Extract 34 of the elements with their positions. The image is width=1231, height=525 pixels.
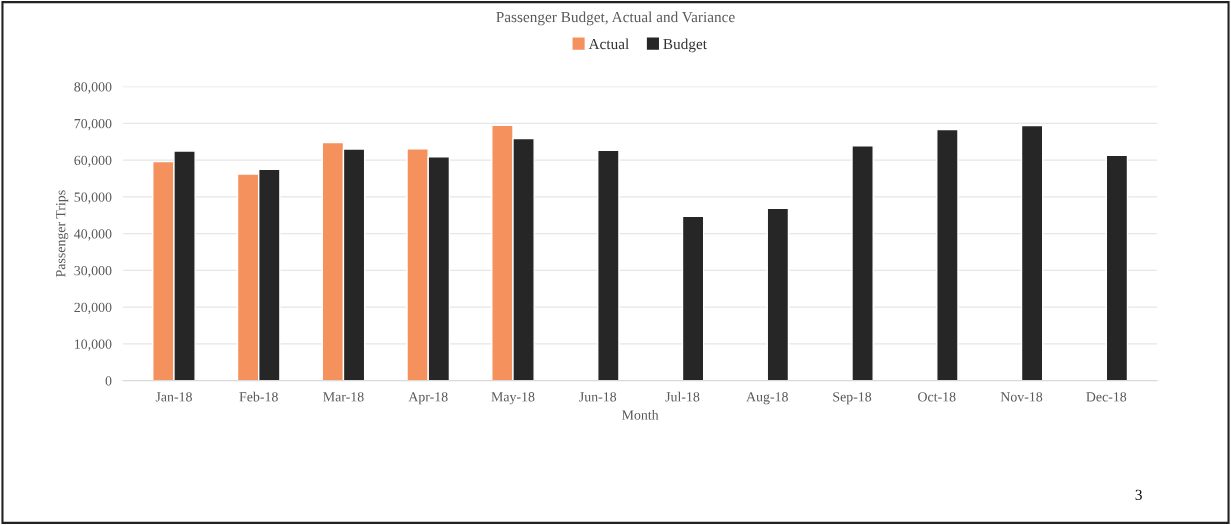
x-tick-label: May-18 [491,392,535,405]
y-axis-title: Passenger Trips [56,190,69,278]
bar [1105,154,1129,381]
x-tick-label: Feb-18 [239,391,278,402]
y-tick-label: 20,000 [74,302,112,315]
x-tick-label: Aug-18 [746,392,788,405]
x-tick-label: Oct-18 [918,392,956,402]
x-tick-label: Jan-18 [155,392,192,402]
y-tick-label: 40,000 [74,229,112,241]
y-tick-label: 80,000 [74,82,112,94]
x-tick-label: Nov-18 [1000,392,1043,402]
legend-label: Budget [663,38,707,53]
legend-label: Actual [588,38,629,50]
x-tick-label: Mar-18 [323,392,364,402]
text: 3 [1135,489,1142,500]
bar [681,215,705,381]
y-tick-label: 50,000 [74,192,112,204]
x-tick-label: Sep-18 [833,392,872,405]
y-tick-label: 10,000 [75,339,112,351]
bar [597,149,620,381]
x-axis-title: Month [622,409,659,420]
y-tick-label: 0 [105,376,112,386]
x-tick-label: Dec-18 [1086,392,1127,402]
y-tick-label: 60,000 [74,155,112,168]
bar [851,145,874,381]
chart-title: Passenger Budget, Actual and Variance [496,11,735,26]
x-tick-label: Jul-18 [665,391,700,402]
bar [766,207,790,381]
y-tick-label: 70,000 [74,118,112,131]
bar [1020,124,1044,381]
bar [936,128,959,381]
x-tick-label: Apr-18 [408,392,448,405]
x-tick-label: Jun-18 [579,392,617,402]
y-tick-label: 30,000 [74,265,112,278]
